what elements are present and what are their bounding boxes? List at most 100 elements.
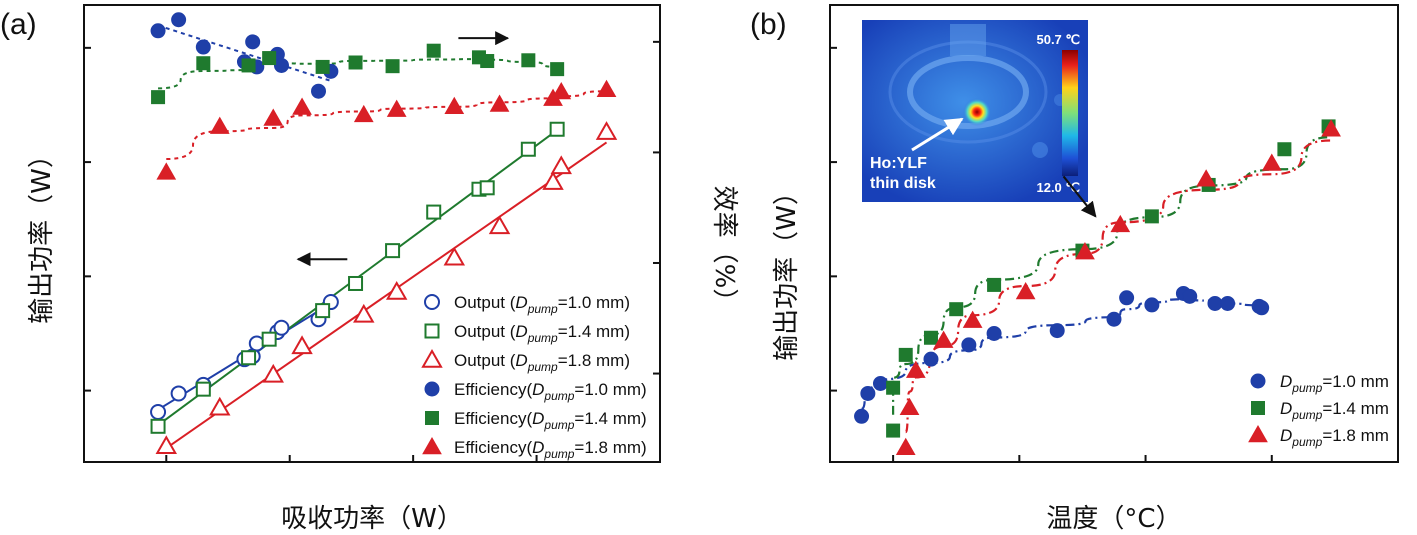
legend-symbol-d: D [532, 409, 544, 428]
data-point [898, 347, 913, 362]
legend-label-prefix: Efficiency( [454, 438, 532, 457]
hot-spot-pointer [911, 117, 964, 152]
data-point [385, 281, 408, 300]
data-point [596, 79, 617, 98]
data-point [150, 23, 166, 39]
data-point [895, 437, 916, 455]
data-point [170, 385, 187, 402]
data-point [886, 423, 901, 438]
legend-label-suffix: =1.8 mm) [558, 351, 630, 370]
legend-subscript: pump [543, 447, 574, 461]
data-point [262, 363, 284, 383]
x-axis-label-a: 吸收功率（W） [281, 504, 463, 534]
data-point [151, 90, 166, 105]
panel-a: (a) 吸收功率（W） 输出功率（W） 效率（%） Output (Dpump=… [0, 4, 739, 534]
x-axis-ticks-a [165, 455, 661, 462]
data-point [150, 404, 167, 421]
data-point [273, 57, 289, 73]
legend-subscript: pump [527, 360, 558, 374]
data-point [315, 59, 330, 74]
data-point [549, 121, 565, 137]
y-axis-label-b: 输出功率（W） [772, 179, 802, 361]
legend-label: Dpump=1.4 mm [1280, 399, 1389, 422]
data-point [1207, 295, 1223, 311]
data-point [550, 155, 572, 175]
legend-subscript: pump [543, 389, 574, 403]
legend-symbol-d: D [515, 322, 527, 341]
data-point [444, 96, 465, 114]
data-point [962, 310, 983, 328]
data-point [291, 335, 313, 355]
data-point [209, 116, 230, 134]
legend-symbol-d: D [1280, 372, 1292, 391]
data-point [1250, 373, 1266, 389]
data-point [923, 351, 939, 367]
y-axis-label-a: 输出功率（W） [27, 142, 57, 324]
data-point [1119, 290, 1135, 306]
data-point [245, 34, 261, 50]
legend-label-suffix: =1.8 mm) [574, 438, 646, 457]
data-point [1182, 288, 1198, 304]
legend-label-suffix: =1.0 mm [1322, 372, 1389, 391]
data-point [209, 396, 231, 416]
legend-label: Dpump=1.8 mm [1280, 426, 1389, 449]
data-point [480, 54, 495, 69]
panel-b: (b) 温度（°C） 输出功率（W） Ho:YLF thin disk 50.7… [750, 4, 1399, 534]
legend-label-suffix: =1.4 mm) [558, 322, 630, 341]
legend-symbol-d: D [515, 293, 527, 312]
legend-label-prefix: Efficiency( [454, 380, 532, 399]
fit-curve [905, 139, 1332, 434]
y-axis-ticks-a [84, 46, 91, 392]
fit-curve [158, 58, 558, 90]
legend-label-suffix: =1.0 mm) [558, 293, 630, 312]
data-point [551, 81, 572, 100]
arrows-a [296, 31, 510, 267]
legend-symbol-d: D [532, 380, 544, 399]
data-point [426, 43, 441, 58]
thermal-inset-image: Ho:YLF thin disk 50.7 ℃ 12.0 ℃ [862, 20, 1088, 202]
y-axis-ticks-b [830, 46, 837, 392]
hot-spot [963, 98, 991, 126]
data-point [1251, 401, 1265, 415]
data-point [273, 319, 290, 336]
legend-label-suffix: =1.4 mm [1322, 399, 1389, 418]
data-point [385, 243, 401, 259]
data-point [348, 275, 364, 291]
fit-curve [861, 298, 1262, 410]
legend-label-suffix: =1.4 mm) [574, 409, 646, 428]
data-point [1075, 242, 1095, 260]
data-point [385, 59, 400, 74]
data-point [195, 381, 211, 397]
data-point [923, 330, 938, 345]
legend-label: Output (Dpump=1.0 mm) [454, 293, 630, 316]
data-point [550, 62, 565, 77]
colorbar-max-label: 50.7 ℃ [1036, 32, 1080, 47]
legend-label: Output (Dpump=1.4 mm) [454, 322, 630, 345]
data-point [386, 99, 407, 117]
x-axis-label-b: 温度（°C） [1046, 504, 1181, 534]
data-point [1049, 323, 1065, 339]
data-point [542, 171, 564, 190]
data-point [886, 380, 901, 395]
temperature-colorbar [1062, 50, 1078, 176]
data-point [311, 83, 327, 99]
legend-subscript: pump [1291, 435, 1322, 449]
legend-subscript: pump [527, 302, 558, 316]
mount-screw [1032, 142, 1048, 158]
data-point [421, 348, 443, 368]
data-point [1110, 214, 1131, 233]
data-point [986, 325, 1002, 341]
legend-subscript: pump [527, 331, 558, 345]
data-point [1144, 297, 1160, 313]
data-point [348, 55, 363, 70]
arrows-b [1062, 175, 1097, 218]
data-point [425, 411, 439, 425]
legend-a: Output (Dpump=1.0 mm) Output (Dpump=1.4 m… [421, 293, 647, 461]
data-point [353, 104, 374, 123]
data-point [443, 246, 466, 266]
data-point [241, 350, 257, 366]
data-point [933, 330, 954, 348]
data-point [1106, 311, 1122, 327]
disk-mount-ring [907, 55, 1029, 129]
data-point [424, 381, 440, 397]
